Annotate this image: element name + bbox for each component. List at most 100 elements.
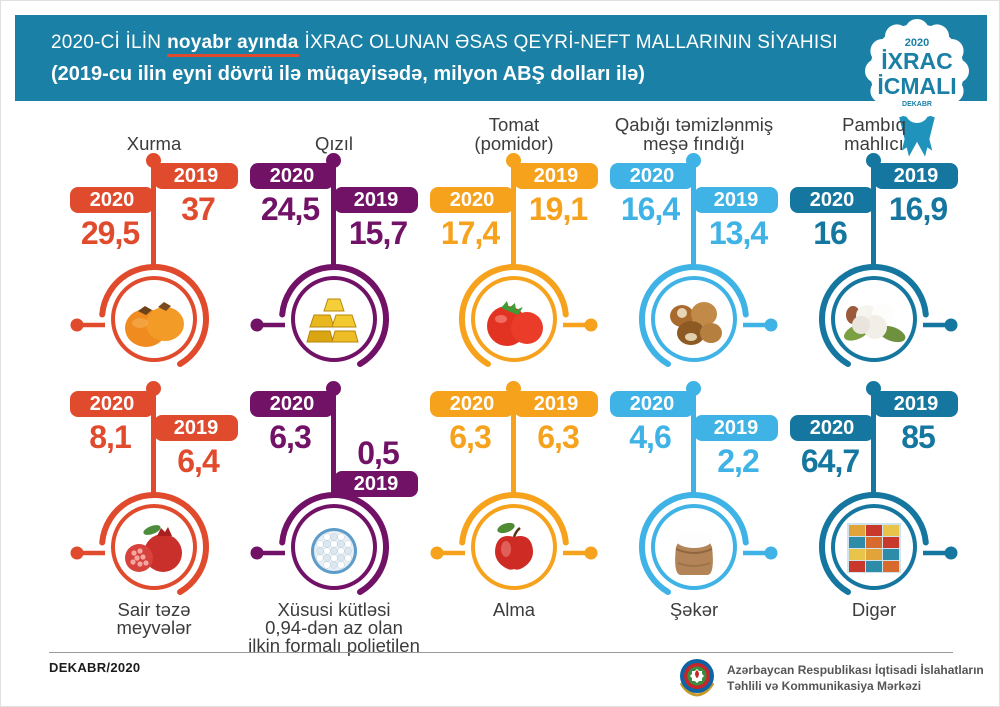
year-tab-2020: 2020 xyxy=(250,163,334,189)
value-2020: 64,7 xyxy=(800,443,860,479)
highlighted-phrase: noyabr ayında xyxy=(167,32,299,57)
value-2019: 13,4 xyxy=(708,215,768,251)
value-2019: 15,7 xyxy=(348,215,408,251)
value-2020: 16 xyxy=(813,215,848,251)
export-review-badge: 2020 İXRAC İCMALI DEKABR xyxy=(859,7,975,167)
products-row-1: Xurma 2020 2019 29,5 37 Qızıl 2020 2019 24,5 15,7… xyxy=(64,111,964,377)
connector-dot-left xyxy=(70,546,84,560)
year-tab-2019: 2019 xyxy=(334,187,418,213)
year-tab-2020: 2020 xyxy=(430,187,514,213)
product-comparison: 2020 2019 16 16,9 xyxy=(784,153,964,377)
product-comparison: 2020 2019 6,3 0,5 xyxy=(244,381,424,605)
year-tab-2020: 2020 xyxy=(610,391,694,417)
tomato-photo xyxy=(487,301,543,346)
polyethylene-pellets-photo xyxy=(311,528,357,574)
timeline-stem xyxy=(331,388,336,497)
product-card: Pambıq mahlıcı 2020 2019 16 16,9 xyxy=(784,111,964,377)
product-title: Digər xyxy=(851,599,897,620)
product-title: Sair təzə meyvələr xyxy=(116,599,192,638)
connector-dot-left xyxy=(250,318,264,332)
year-tab-2019: 2019 xyxy=(694,187,778,213)
sugar-sack-photo xyxy=(675,532,713,575)
title-pre: 2020-Cİ İLİN xyxy=(51,32,162,53)
product-comparison: 2020 2019 64,7 85 xyxy=(784,381,964,605)
product-card: 2020 2019 4,6 2,2 Şəkər xyxy=(604,381,784,655)
connector-dot-left xyxy=(250,546,264,560)
timeline-stem xyxy=(151,388,156,497)
value-2020: 4,6 xyxy=(629,419,671,455)
product-title: Xüsusi kütləsi 0,94-dən az olan ilkin fo… xyxy=(248,599,420,656)
timeline-stem xyxy=(871,388,876,497)
product-comparison: 2020 2019 6,3 6,3 xyxy=(424,381,604,605)
pomegranate-photo xyxy=(125,525,182,572)
connector-dot-left xyxy=(70,318,84,332)
timeline-stem xyxy=(511,388,516,497)
year-tab-2019: 2019 xyxy=(874,391,958,417)
value-2019: 16,9 xyxy=(888,191,948,227)
year-tab-2020: 2020 xyxy=(430,391,514,417)
year-tab-2020: 2020 xyxy=(790,415,874,441)
value-2020: 6,3 xyxy=(449,419,491,455)
value-2019: 0,5 xyxy=(357,435,399,471)
timeline-stem xyxy=(871,160,876,269)
footer-divider xyxy=(49,652,953,653)
product-card: Tomat (pomidor) 2020 2019 17,4 19,1 xyxy=(424,111,604,377)
value-2020: 8,1 xyxy=(89,419,131,455)
year-tab-2019: 2019 xyxy=(334,471,418,497)
cotton-photo xyxy=(843,303,906,343)
value-2019: 6,3 xyxy=(537,419,579,455)
timeline-stem xyxy=(331,160,336,269)
product-circle xyxy=(639,491,778,595)
containers-photo xyxy=(847,523,901,573)
product-title: Qabığı təmizlənmiş meşə fındığı xyxy=(614,114,774,154)
product-card: 2020 2019 8,1 6,4 Sair təzə meyvələr xyxy=(64,381,244,655)
timeline-stem xyxy=(511,160,516,269)
year-tab-2020: 2020 xyxy=(610,163,694,189)
product-comparison: 2020 2019 16,4 13,4 xyxy=(604,153,784,377)
footer-organization: Azərbaycan Respublikası İqtisadi İslahat… xyxy=(677,656,984,700)
product-circle xyxy=(459,263,598,367)
product-circle xyxy=(70,491,209,595)
connector-dot-right xyxy=(944,546,958,560)
product-title: Alma xyxy=(492,599,536,620)
connector-dot-right xyxy=(764,546,778,560)
product-comparison: 2020 2019 17,4 19,1 xyxy=(424,153,604,377)
year-tab-2020: 2020 xyxy=(70,391,154,417)
product-card: Qabığı təmizlənmiş meşə fındığı 2020 2019 1… xyxy=(604,111,784,377)
gold-bars-photo xyxy=(306,298,359,343)
main-title: 2020-Cİ İLİN noyabr ayında İXRAC OLUNAN ƏS… xyxy=(51,32,844,57)
product-card: 2020 2019 6,3 6,3 Alma xyxy=(424,381,604,655)
year-tab-2019: 2019 xyxy=(154,163,238,189)
title-post: İXRAC OLUNAN ƏSAS QEYRİ-NEFT MALLARININ … xyxy=(304,32,838,53)
timeline-stem xyxy=(691,388,696,497)
badge-word1: İXRAC xyxy=(881,48,953,74)
value-2020: 6,3 xyxy=(269,419,311,455)
product-circle xyxy=(430,492,598,590)
year-tab-2019: 2019 xyxy=(514,391,598,417)
persimmon-photo xyxy=(125,302,184,347)
product-card: Qızıl 2020 2019 24,5 15,7 xyxy=(244,111,424,377)
apple-photo xyxy=(495,522,533,570)
value-2019: 2,2 xyxy=(717,443,759,479)
connector-dot-right xyxy=(584,318,598,332)
footer-date: DEKABR/2020 xyxy=(49,660,141,675)
product-circle xyxy=(819,491,958,595)
products-row-2: 2020 2019 8,1 6,4 Sair təzə meyvələr 2020 2019… xyxy=(64,381,964,655)
value-2019: 19,1 xyxy=(528,191,588,227)
product-circle xyxy=(819,263,958,367)
product-title: Qızıl xyxy=(314,133,354,154)
connector-dot-right xyxy=(764,318,778,332)
azerbaijan-emblem-icon xyxy=(679,659,715,697)
product-circle xyxy=(639,263,778,367)
badge-month: DEKABR xyxy=(902,101,932,108)
product-comparison: 2020 2019 24,5 15,7 xyxy=(244,153,424,377)
product-card: 2020 2019 6,3 0,5 Xüsusi kütləsi 0,94-dən az… xyxy=(244,381,424,655)
product-title: Tomat (pomidor) xyxy=(474,114,554,154)
value-2020: 16,4 xyxy=(620,191,680,227)
value-2020: 17,4 xyxy=(440,215,500,251)
product-circle xyxy=(70,263,209,367)
timeline-stem xyxy=(151,160,156,269)
value-2019: 6,4 xyxy=(177,443,219,479)
rosette-ribbon-icon: 2020 İXRAC İCMALI DEKABR xyxy=(865,19,969,157)
